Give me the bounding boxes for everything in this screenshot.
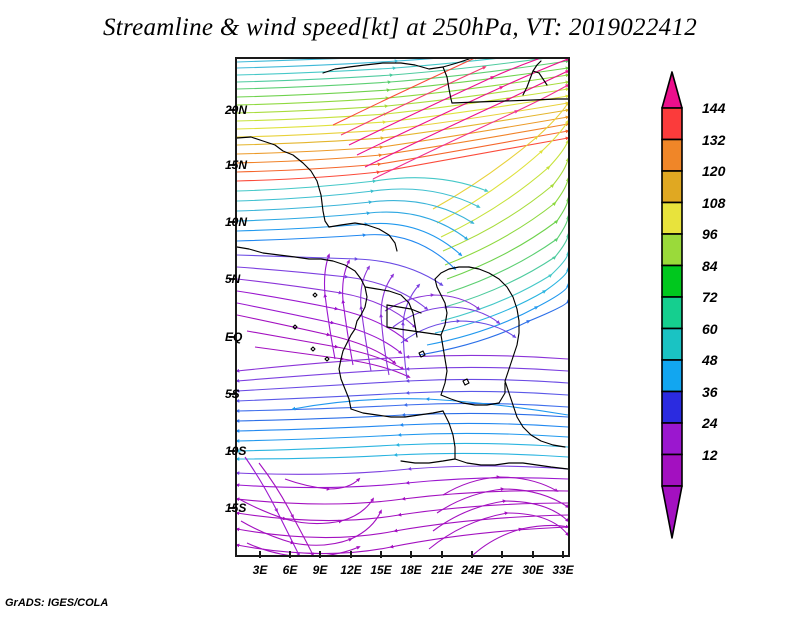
x-tick — [319, 551, 321, 558]
page-title: Streamline & wind speed[kt] at 250hPa, V… — [102, 14, 698, 41]
x-tick — [410, 551, 412, 558]
x-axis-label-15e: 15E — [370, 563, 392, 577]
colorbar-label-36: 36 — [702, 383, 718, 400]
y-tick — [229, 278, 236, 280]
y-tick — [229, 221, 236, 223]
x-axis-label-18e: 18E — [400, 563, 422, 577]
x-axis-label-27e: 27E — [491, 563, 513, 577]
x-axis-label-12e: 12E — [340, 563, 362, 577]
colorbar-label-60: 60 — [702, 320, 718, 337]
y-tick — [229, 507, 236, 509]
colorbar-band-132 — [661, 138, 683, 172]
y-tick — [229, 393, 236, 395]
colorbar-band-144 — [661, 107, 683, 141]
colorbar-band-36 — [661, 390, 683, 424]
y-tick — [229, 109, 236, 111]
colorbar-band-108 — [661, 201, 683, 235]
colorbar-arrow-bottom — [661, 485, 683, 539]
x-tick — [441, 551, 443, 558]
colorbar-label-144: 144 — [702, 100, 726, 116]
colorbar-label-120: 120 — [702, 163, 726, 179]
colorbar-arrow-top — [661, 71, 683, 109]
colorbar-label-84: 84 — [702, 257, 718, 274]
x-axis-label-6e: 6E — [282, 563, 298, 577]
streamline-map — [237, 59, 568, 555]
x-tick — [380, 551, 382, 558]
colorbar-band-60 — [661, 327, 683, 361]
x-axis-label-9e: 9E — [312, 563, 328, 577]
colorbar-label-12: 12 — [702, 446, 718, 463]
x-tick — [562, 551, 564, 558]
x-axis-label-30e: 30E — [522, 563, 544, 577]
x-tick — [289, 551, 291, 558]
x-axis-label-3e: 3E — [252, 563, 268, 577]
colorbar-label-96: 96 — [702, 226, 718, 242]
colorbar-band-12 — [661, 453, 683, 487]
footer-credit: GrADS: IGES/COLA — [5, 597, 109, 609]
x-axis-label-33e: 33E — [552, 563, 574, 577]
colorbar-label-72: 72 — [702, 289, 718, 305]
colorbar-band-24 — [661, 422, 683, 456]
colorbar-band-72 — [661, 296, 683, 330]
colorbar-label-108: 108 — [702, 194, 726, 211]
map-plot-area — [235, 57, 570, 557]
colorbar-label-132: 132 — [702, 131, 726, 148]
colorbar-swatches — [661, 71, 683, 539]
colorbar-label-48: 48 — [702, 352, 718, 368]
x-axis-label-24e: 24E — [461, 563, 483, 577]
x-tick — [471, 551, 473, 558]
y-tick — [229, 336, 236, 338]
colorbar: 144 132 120 108 96 84 72 60 48 36 24 12 — [660, 60, 790, 550]
x-axis-label-21e: 21E — [431, 563, 453, 577]
x-tick — [501, 551, 503, 558]
y-tick — [229, 450, 236, 452]
colorbar-band-84 — [661, 264, 683, 298]
x-tick — [259, 551, 261, 558]
x-tick — [532, 551, 534, 558]
y-tick — [229, 164, 236, 166]
colorbar-band-120 — [661, 170, 683, 204]
colorbar-band-48 — [661, 359, 683, 393]
colorbar-label-24: 24 — [702, 415, 718, 431]
colorbar-band-96 — [661, 233, 683, 267]
x-tick — [350, 551, 352, 558]
